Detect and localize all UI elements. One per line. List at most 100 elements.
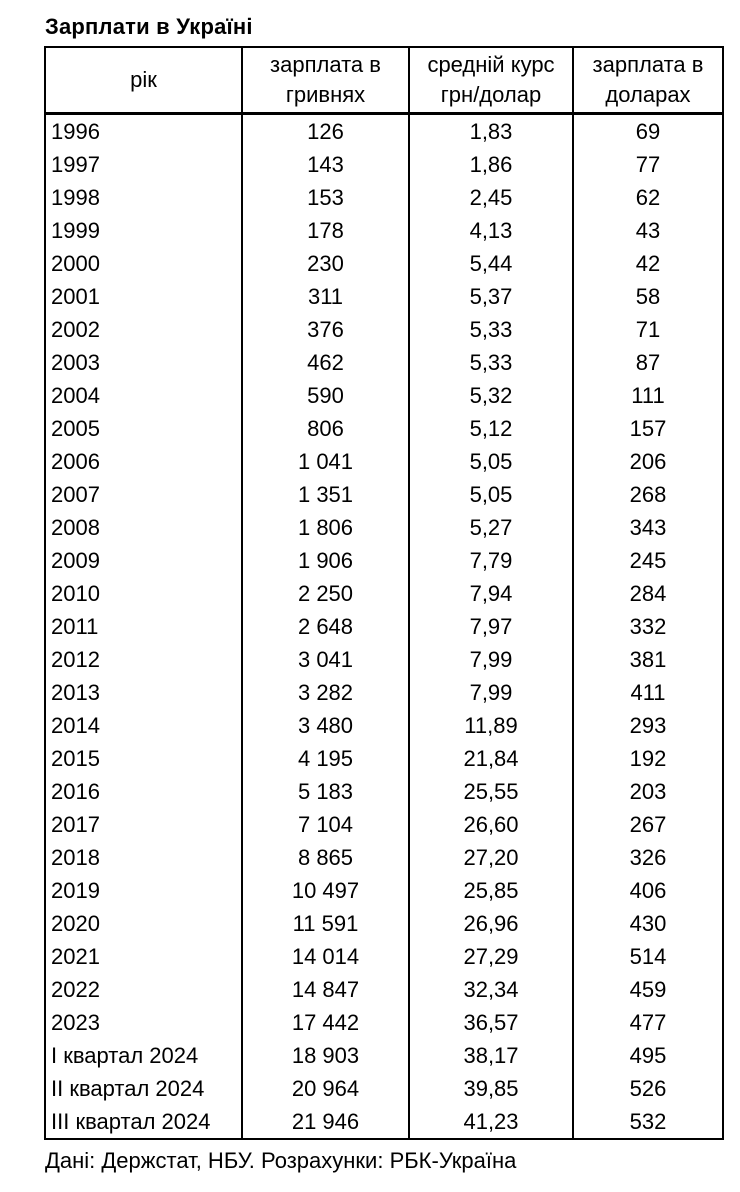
salary-uah-cell: 4 195	[241, 742, 410, 775]
column-header-salary-uah: зарплата в гривнях	[241, 46, 410, 115]
salary-uah-cell: 5 183	[241, 775, 410, 808]
year-cell: 2005	[44, 412, 243, 445]
exchange-rate-cell: 36,57	[408, 1006, 574, 1039]
exchange-rate-cell: 5,33	[408, 346, 574, 379]
salary-usd-cell: 192	[572, 742, 724, 775]
year-cell: 2010	[44, 577, 243, 610]
salary-usd-cell: 495	[572, 1039, 724, 1072]
table-row: 1997 143 1,86 77	[44, 148, 724, 181]
exchange-rate-cell: 7,99	[408, 643, 574, 676]
salary-usd-cell: 332	[572, 610, 724, 643]
salary-uah-cell: 230	[241, 247, 410, 280]
exchange-rate-cell: 1,83	[408, 113, 574, 148]
year-cell: 2012	[44, 643, 243, 676]
salary-uah-cell: 18 903	[241, 1039, 410, 1072]
salary-usd-cell: 343	[572, 511, 724, 544]
salary-uah-cell: 17 442	[241, 1006, 410, 1039]
exchange-rate-cell: 27,29	[408, 940, 574, 973]
salary-uah-cell: 10 497	[241, 874, 410, 907]
salary-uah-cell: 14 014	[241, 940, 410, 973]
salary-usd-cell: 203	[572, 775, 724, 808]
header-row: рік зарплата в гривнях средній курс грн/…	[44, 46, 724, 115]
exchange-rate-cell: 32,34	[408, 973, 574, 1006]
salary-usd-cell: 87	[572, 346, 724, 379]
salary-uah-cell: 21 946	[241, 1105, 410, 1139]
salary-uah-cell: 11 591	[241, 907, 410, 940]
salary-uah-cell: 143	[241, 148, 410, 181]
year-cell: III квартал 2024	[44, 1105, 243, 1139]
exchange-rate-cell: 11,89	[408, 709, 574, 742]
salary-uah-cell: 7 104	[241, 808, 410, 841]
salary-uah-cell: 590	[241, 379, 410, 412]
table-row: 2006 1 041 5,05 206	[44, 445, 724, 478]
year-cell: 2001	[44, 280, 243, 313]
exchange-rate-cell: 27,20	[408, 841, 574, 874]
salary-uah-cell: 126	[241, 113, 410, 148]
table-row: III квартал 2024 21 946 41,23 532	[44, 1105, 724, 1139]
column-header-exchange-rate: средній курс грн/долар	[408, 46, 574, 115]
salary-usd-cell: 71	[572, 313, 724, 346]
salary-usd-cell: 111	[572, 379, 724, 412]
exchange-rate-cell: 25,85	[408, 874, 574, 907]
exchange-rate-cell: 7,97	[408, 610, 574, 643]
salary-uah-cell: 1 351	[241, 478, 410, 511]
salary-usd-cell: 58	[572, 280, 724, 313]
salary-uah-cell: 3 041	[241, 643, 410, 676]
salary-usd-cell: 526	[572, 1072, 724, 1105]
salary-usd-cell: 326	[572, 841, 724, 874]
exchange-rate-cell: 21,84	[408, 742, 574, 775]
year-cell: 2006	[44, 445, 243, 478]
salary-uah-cell: 311	[241, 280, 410, 313]
year-cell: I квартал 2024	[44, 1039, 243, 1072]
year-cell: 2019	[44, 874, 243, 907]
exchange-rate-cell: 5,12	[408, 412, 574, 445]
column-header-year: рік	[44, 46, 243, 115]
salary-usd-cell: 514	[572, 940, 724, 973]
year-cell: 2015	[44, 742, 243, 775]
salary-usd-cell: 267	[572, 808, 724, 841]
table-row: 2022 14 847 32,34 459	[44, 973, 724, 1006]
year-cell: 1998	[44, 181, 243, 214]
year-cell: 1997	[44, 148, 243, 181]
exchange-rate-cell: 38,17	[408, 1039, 574, 1072]
year-cell: 2002	[44, 313, 243, 346]
year-cell: 2020	[44, 907, 243, 940]
year-cell: 2009	[44, 544, 243, 577]
table-row: 2023 17 442 36,57 477	[44, 1006, 724, 1039]
salary-usd-cell: 245	[572, 544, 724, 577]
table-body: 1996 126 1,83 69 1997 143 1,86 77 1998 1…	[44, 113, 724, 1139]
exchange-rate-cell: 39,85	[408, 1072, 574, 1105]
salary-uah-cell: 462	[241, 346, 410, 379]
salary-usd-cell: 42	[572, 247, 724, 280]
table-row: 2003 462 5,33 87	[44, 346, 724, 379]
table-row: 2010 2 250 7,94 284	[44, 577, 724, 610]
salary-usd-cell: 43	[572, 214, 724, 247]
salary-usd-cell: 411	[572, 676, 724, 709]
salary-usd-cell: 477	[572, 1006, 724, 1039]
salary-uah-cell: 2 648	[241, 610, 410, 643]
table-row: 2009 1 906 7,79 245	[44, 544, 724, 577]
exchange-rate-cell: 41,23	[408, 1105, 574, 1139]
table-row: 2016 5 183 25,55 203	[44, 775, 724, 808]
table-row: 2020 11 591 26,96 430	[44, 907, 724, 940]
exchange-rate-cell: 5,05	[408, 478, 574, 511]
table-row: 2012 3 041 7,99 381	[44, 643, 724, 676]
salary-uah-cell: 1 806	[241, 511, 410, 544]
exchange-rate-cell: 26,60	[408, 808, 574, 841]
exchange-rate-cell: 5,37	[408, 280, 574, 313]
year-cell: 2013	[44, 676, 243, 709]
page-title: Зарплати в Україні	[45, 14, 253, 39]
salary-usd-cell: 430	[572, 907, 724, 940]
table-row: 2001 311 5,37 58	[44, 280, 724, 313]
salary-uah-cell: 178	[241, 214, 410, 247]
table-row: 1998 153 2,45 62	[44, 181, 724, 214]
table-row: 2002 376 5,33 71	[44, 313, 724, 346]
table-row: 1999 178 4,13 43	[44, 214, 724, 247]
table-row: 2017 7 104 26,60 267	[44, 808, 724, 841]
exchange-rate-cell: 5,44	[408, 247, 574, 280]
table-row: 1996 126 1,83 69	[44, 113, 724, 148]
salary-usd-cell: 62	[572, 181, 724, 214]
exchange-rate-cell: 5,32	[408, 379, 574, 412]
salary-uah-cell: 20 964	[241, 1072, 410, 1105]
exchange-rate-cell: 5,27	[408, 511, 574, 544]
